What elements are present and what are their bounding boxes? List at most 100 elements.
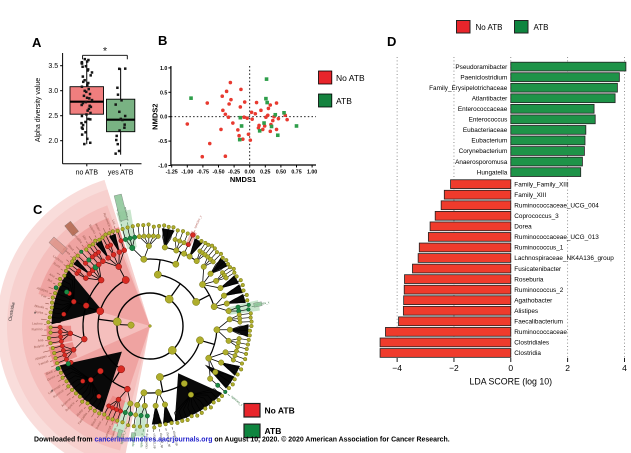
svg-text:Blautia: Blautia (34, 304, 44, 310)
svg-text:Enterococcaceae: Enterococcaceae (458, 106, 508, 113)
svg-text:*: * (34, 312, 37, 318)
svg-text:-0.50: -0.50 (212, 170, 224, 176)
svg-text:Pseudoramibacter: Pseudoramibacter (455, 64, 508, 71)
svg-text:ATB: ATB (336, 96, 352, 106)
svg-text:Ana: Ana (49, 272, 56, 278)
svg-text:-1.25: -1.25 (166, 170, 178, 176)
svg-text:clostrid_sp: clostrid_sp (152, 433, 156, 449)
svg-text:Ruminoc: Ruminoc (52, 388, 65, 399)
svg-text:species_x: species_x (123, 206, 130, 221)
svg-text:Fae: Fae (41, 293, 48, 298)
svg-text:Lachnospi: Lachnospi (47, 384, 62, 396)
svg-text:-1.00: -1.00 (181, 170, 193, 176)
svg-text:0.50: 0.50 (276, 170, 286, 176)
svg-text:Alistip: Alistip (75, 408, 84, 417)
svg-text:Corynebacterium: Corynebacterium (459, 148, 508, 155)
svg-text:No ATB: No ATB (476, 23, 503, 32)
svg-text:Alpha diversity value: Alpha diversity value (35, 78, 42, 142)
svg-text:Anaeros: Anaeros (60, 397, 72, 408)
svg-text:clostrid_sp: clostrid_sp (144, 433, 148, 449)
svg-text:Alis: Alis (81, 234, 88, 241)
svg-text:D: D (387, 34, 396, 49)
svg-text:Paeniclostridium: Paeniclostridium (460, 74, 507, 81)
svg-text:0.5: 0.5 (160, 90, 167, 96)
svg-text:Downloaded from cancerimmunolr: Downloaded from cancerimmunolres.aacrjou… (34, 436, 450, 444)
svg-text:0.25: 0.25 (260, 170, 270, 176)
svg-text:*: * (103, 46, 108, 58)
svg-text:Dorea: Dorea (514, 224, 532, 231)
svg-text:species_x: species_x (139, 433, 144, 448)
svg-text:Butyricic: Butyricic (64, 401, 76, 413)
svg-text:no ATB: no ATB (76, 169, 99, 176)
svg-text:Blauti: Blauti (90, 418, 98, 427)
svg-text:−2: −2 (449, 363, 459, 373)
svg-text:2: 2 (565, 363, 570, 373)
svg-text:Ruminococcus_2: Ruminococcus_2 (514, 287, 563, 294)
svg-text:Enterococcus: Enterococcus (469, 117, 508, 124)
svg-text:Rumino: Rumino (110, 427, 117, 439)
svg-text:ATB: ATB (534, 23, 549, 32)
svg-text:NMDS1: NMDS1 (230, 175, 256, 184)
svg-text:Butyrici: Butyrici (34, 343, 45, 349)
svg-text:Anaer: Anaer (94, 223, 102, 233)
svg-text:Faecalibacterium: Faecalibacterium (514, 319, 563, 326)
svg-text:species_x: species_x (193, 214, 203, 229)
svg-text:Lachnospiraceae_NK4A136_group: Lachnospiraceae_NK4A136_group (514, 255, 614, 262)
svg-text:Dorea: Dorea (62, 247, 71, 256)
svg-text:Lac: Lac (111, 219, 117, 226)
svg-text:Roseburia: Roseburia (514, 276, 544, 283)
svg-text:Lachno: Lachno (32, 322, 43, 326)
svg-text:Dorea: Dorea (46, 374, 56, 382)
svg-text:Lachnos: Lachnos (52, 254, 64, 264)
svg-text:Eubacterium: Eubacterium (471, 138, 507, 145)
svg-text:Atlantibacter: Atlantibacter (472, 95, 508, 102)
svg-text:yes ATB: yes ATB (108, 169, 134, 176)
svg-text:Eubacteriaceae: Eubacteriaceae (463, 127, 508, 134)
svg-text:B: B (158, 33, 167, 48)
svg-text:0.0: 0.0 (160, 115, 167, 121)
svg-text:Rumi: Rumi (53, 262, 62, 270)
svg-text:-1.0: -1.0 (158, 164, 167, 170)
svg-text:Anaerosporomusa: Anaerosporomusa (455, 159, 508, 166)
svg-text:species_x: species_x (119, 430, 126, 445)
svg-text:But: But (47, 278, 53, 284)
svg-text:Blaut: Blaut (67, 244, 75, 252)
svg-text:Alistipes: Alistipes (36, 286, 49, 294)
svg-text:1.0: 1.0 (160, 66, 167, 72)
svg-text:Alistipes: Alistipes (514, 308, 538, 315)
svg-text:Agathobacter: Agathobacter (514, 297, 553, 304)
svg-text:-0.5: -0.5 (158, 139, 167, 145)
svg-text:No ATB: No ATB (265, 406, 295, 416)
svg-text:Family_Erysipelotrichaceae: Family_Erysipelotrichaceae (429, 85, 508, 92)
svg-text:Butyrici: Butyrici (88, 224, 97, 235)
svg-text:Lachnospi: Lachnospi (103, 425, 112, 440)
svg-text:4: 4 (622, 363, 627, 373)
svg-text:ATB: ATB (265, 426, 282, 436)
svg-text:Faecaliba: Faecaliba (77, 411, 88, 425)
svg-text:Blaut: Blaut (45, 369, 53, 376)
svg-text:Clostridiales: Clostridiales (514, 340, 549, 347)
svg-text:clostrid_sp: clostrid_sp (172, 430, 179, 446)
svg-text:Ruminoco: Ruminoco (102, 212, 111, 227)
svg-text:Ruminococcaceae: Ruminococcaceae (514, 329, 567, 336)
svg-text:species_x: species_x (255, 300, 270, 307)
svg-text:Faecali: Faecali (38, 359, 49, 366)
svg-text:2.0: 2.0 (48, 138, 58, 145)
svg-text:Ruminococcaceae_UCG_013: Ruminococcaceae_UCG_013 (514, 234, 599, 241)
svg-text:1.00: 1.00 (307, 170, 317, 176)
svg-text:3.0: 3.0 (48, 88, 58, 95)
svg-text:Ruminococcus_1: Ruminococcus_1 (514, 245, 563, 252)
svg-text:2.5: 2.5 (48, 113, 58, 120)
svg-text:C: C (33, 202, 43, 217)
svg-text:No ATB: No ATB (336, 73, 365, 83)
svg-text:*: * (51, 390, 54, 396)
svg-text:Coprococcus_3: Coprococcus_3 (514, 213, 559, 220)
svg-text:Clostridia: Clostridia (7, 301, 15, 321)
svg-text:0.75: 0.75 (291, 170, 301, 176)
svg-text:Ana: Ana (38, 338, 44, 343)
svg-text:Alistipes: Alistipes (35, 354, 48, 361)
svg-text:Ruminococcaceae_UCG_004: Ruminococcaceae_UCG_004 (514, 202, 599, 209)
svg-text:Dorea: Dorea (95, 420, 103, 430)
svg-text:Dorea: Dorea (34, 310, 43, 315)
svg-text:−4: −4 (392, 363, 402, 373)
